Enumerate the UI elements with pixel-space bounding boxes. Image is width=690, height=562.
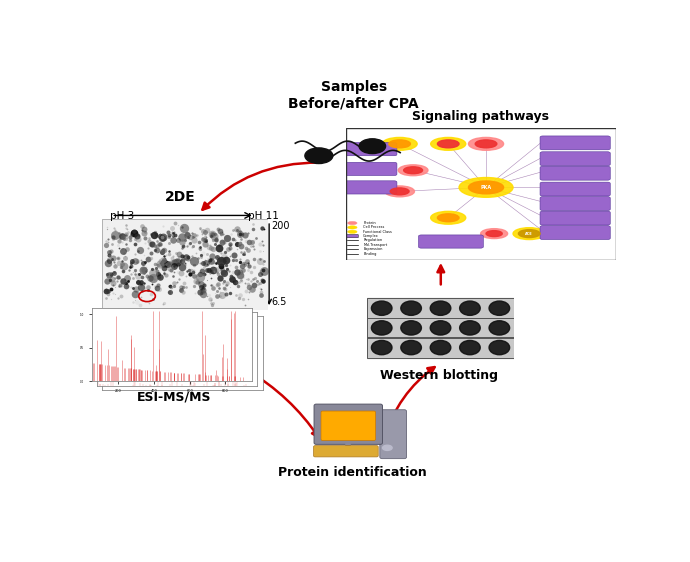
Text: Western blotting: Western blotting [380,369,498,383]
Text: Signaling pathways: Signaling pathways [412,110,549,123]
Text: Protein identification: Protein identification [278,465,427,479]
Text: ESI-MS/MS: ESI-MS/MS [137,391,212,404]
Ellipse shape [382,445,392,450]
FancyBboxPatch shape [313,446,378,457]
FancyBboxPatch shape [380,410,406,459]
Ellipse shape [305,148,333,164]
FancyBboxPatch shape [321,411,375,441]
Text: 6.5: 6.5 [271,297,286,307]
Text: 200: 200 [271,221,290,231]
Text: pH 3: pH 3 [110,211,135,221]
Text: pH 11: pH 11 [248,211,279,221]
Text: Samples
Before/after CPA: Samples Before/after CPA [288,80,419,111]
Text: 2DE: 2DE [164,190,195,204]
Ellipse shape [359,139,386,153]
FancyBboxPatch shape [314,404,382,445]
